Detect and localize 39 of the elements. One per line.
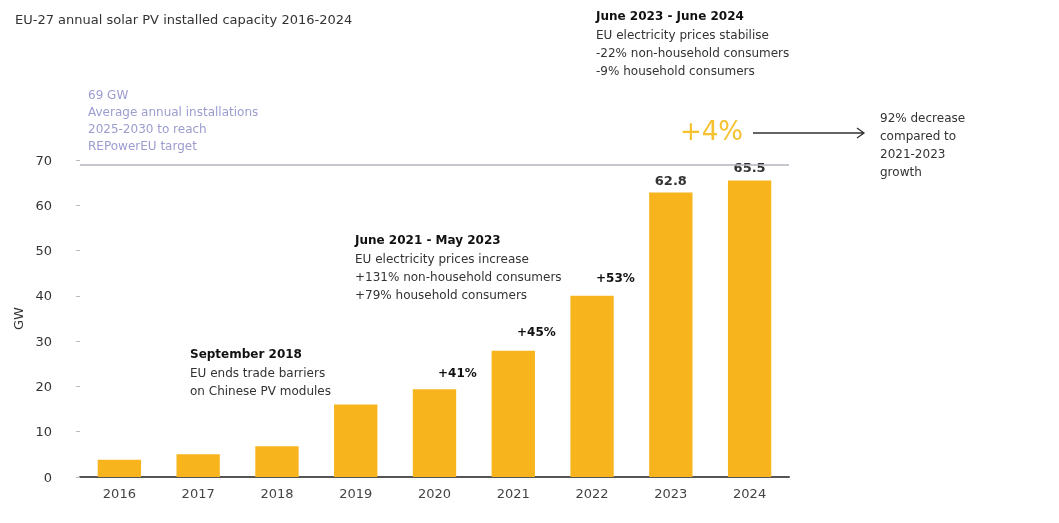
x-tick-label: 2024 bbox=[733, 486, 767, 501]
y-tick-label: 10 bbox=[35, 424, 52, 440]
x-tick-label: 2023 bbox=[654, 486, 688, 501]
x-tick-label: 2019 bbox=[339, 486, 373, 501]
y-tick-label: 70 bbox=[35, 152, 52, 168]
bar bbox=[491, 350, 535, 477]
y-tick-label: 60 bbox=[35, 197, 52, 213]
annotation: +41% bbox=[438, 366, 477, 380]
data-label: 62.8 bbox=[654, 172, 687, 188]
x-tick-label: 2016 bbox=[102, 486, 136, 501]
y-tick-label: 0 bbox=[43, 469, 52, 485]
x-tick-label: 2017 bbox=[181, 486, 215, 501]
x-tick-label: 2022 bbox=[575, 486, 609, 501]
y-tick-label: 20 bbox=[35, 378, 52, 394]
bar bbox=[727, 180, 772, 477]
y-tick-label: 50 bbox=[35, 243, 52, 259]
y-axis-title: GW bbox=[10, 306, 26, 330]
bar bbox=[176, 454, 220, 477]
bar bbox=[570, 295, 614, 477]
text: +4% bbox=[680, 116, 744, 146]
x-tick-label: 2021 bbox=[496, 486, 530, 501]
annotation: September 2018 EU ends trade barriers on Chinese PV modules bbox=[190, 347, 331, 398]
x-tick-label: 2020 bbox=[417, 486, 452, 501]
text: June 2023 - June 2024 EU electricity prices stabilise -22% non-household consumers -9% household consumers bbox=[595, 9, 790, 78]
annotation: +53% bbox=[596, 271, 635, 285]
annotation: +45% bbox=[517, 325, 556, 339]
bar bbox=[412, 389, 457, 477]
y-tick-label: 40 bbox=[35, 288, 52, 304]
text: 92% decrease compared to 2021-2023 growth bbox=[880, 111, 966, 179]
bar bbox=[649, 192, 693, 477]
ref-line-label: 69 GW Average annual installations 2025-2030 to reach REPowerEU target bbox=[88, 88, 259, 154]
data-label: 65.5 bbox=[733, 160, 766, 176]
bar bbox=[97, 459, 142, 477]
x-tick-label: 2018 bbox=[260, 486, 294, 501]
chart-title: EU-27 annual solar PV installed capacity 2016-2024 bbox=[15, 12, 353, 27]
bar bbox=[334, 404, 378, 477]
annotation: June 2021 - May 2023 EU electricity prices increase +131% non-household consumers +79% household consumers bbox=[354, 233, 562, 302]
y-tick-label: 30 bbox=[35, 333, 52, 349]
bar bbox=[255, 446, 299, 477]
